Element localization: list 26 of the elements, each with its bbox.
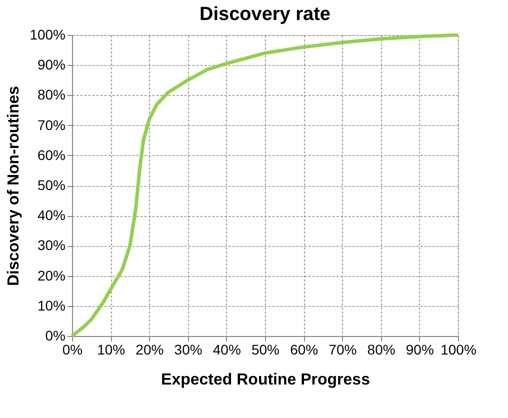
chart-title: Discovery rate: [200, 4, 330, 25]
y-tick-label: 80%: [37, 86, 66, 103]
x-axis-title: Expected Routine Progress: [161, 372, 370, 388]
y-tick-label: 50%: [37, 177, 66, 193]
y-tick-label: 30%: [37, 237, 66, 254]
y-tick-label: 100%: [30, 26, 66, 42]
y-tick-label: 20%: [37, 267, 66, 284]
y-tick-label: 60%: [37, 146, 66, 163]
x-tick-label: 100%: [440, 342, 476, 358]
y-tick-label: 10%: [37, 297, 66, 314]
y-axis-title: Discovery of Non-routines: [6, 86, 23, 286]
x-tick-label: 50%: [251, 342, 280, 358]
x-tick-label: 80%: [367, 342, 396, 358]
y-tick-label: 90%: [37, 56, 66, 73]
y-tick-label: 70%: [37, 116, 66, 133]
x-tick-label: 90%: [406, 342, 434, 358]
x-tick-label: 10%: [97, 342, 126, 358]
x-tick-label: 30%: [174, 342, 202, 358]
x-tick-label: 60%: [290, 342, 318, 358]
x-tick-label: 70%: [328, 342, 357, 358]
line-series: [70, 33, 460, 338]
x-tick-label: 0%: [62, 342, 83, 358]
x-tick-label: 40%: [212, 342, 241, 358]
y-tick-label: 40%: [37, 207, 66, 224]
y-tick-label: 0%: [45, 328, 66, 344]
x-tick-label: 20%: [136, 342, 164, 358]
